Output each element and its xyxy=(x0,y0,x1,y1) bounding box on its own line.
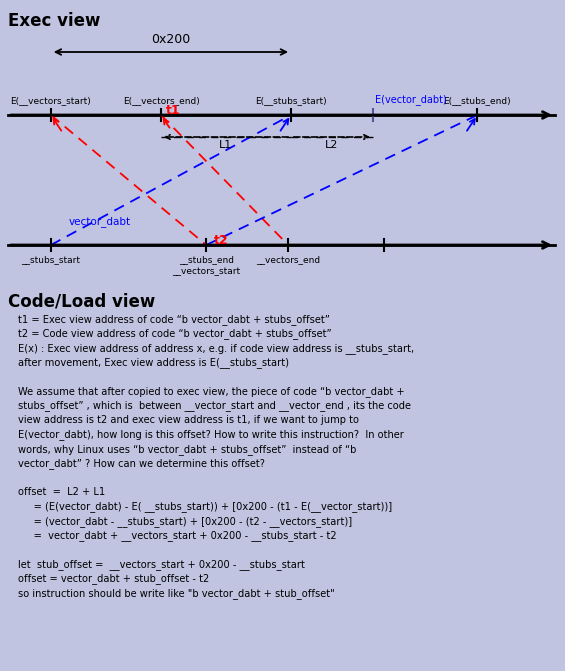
Text: t1 = Exec view address of code “b vector_dabt + stubs_offset”: t1 = Exec view address of code “b vector… xyxy=(18,314,330,325)
Text: t2 = Code view address of code “b vector_dabt + stubs_offset”: t2 = Code view address of code “b vector… xyxy=(18,328,332,340)
Text: let  stub_offset =  __vectors_start + 0x200 - __stubs_start: let stub_offset = __vectors_start + 0x20… xyxy=(18,559,305,570)
Text: L2: L2 xyxy=(325,140,338,150)
Text: 0x200: 0x200 xyxy=(151,33,190,46)
Text: so instruction should be write like "b vector_dabt + stub_offset": so instruction should be write like "b v… xyxy=(18,588,334,599)
Text: __vectors_end: __vectors_end xyxy=(256,255,320,264)
Text: __vectors_start: __vectors_start xyxy=(172,267,240,276)
Text: E(__stubs_start): E(__stubs_start) xyxy=(255,96,327,105)
Text: after movement, Exec view address is E(__stubs_start): after movement, Exec view address is E(_… xyxy=(18,357,289,368)
Text: Exec view: Exec view xyxy=(8,12,101,30)
Text: L1: L1 xyxy=(219,140,233,150)
Text: vector_dabt: vector_dabt xyxy=(69,216,131,227)
Text: vector_dabt” ? How can we determine this offset?: vector_dabt” ? How can we determine this… xyxy=(18,458,265,469)
Text: __stubs_start: __stubs_start xyxy=(21,255,80,264)
Text: E(__vectors_start): E(__vectors_start) xyxy=(11,96,91,105)
Text: stubs_offset” , which is  between __vector_start and __vector_end , its the code: stubs_offset” , which is between __vecto… xyxy=(18,401,411,411)
Text: E(__vectors_end): E(__vectors_end) xyxy=(123,96,199,105)
Text: words, why Linux uses “b vector_dabt + stubs_offset”  instead of “b: words, why Linux uses “b vector_dabt + s… xyxy=(18,444,357,454)
Text: We assume that after copied to exec view, the piece of code “b vector_dabt +: We assume that after copied to exec view… xyxy=(18,386,405,397)
Text: view address is t2 and exec view address is t1, if we want to jump to: view address is t2 and exec view address… xyxy=(18,415,359,425)
Text: E(__stubs_end): E(__stubs_end) xyxy=(444,96,511,105)
Text: E(vector_dabt), how long is this offset? How to write this instruction?  In othe: E(vector_dabt), how long is this offset?… xyxy=(18,429,404,440)
Text: E(vector_dabt): E(vector_dabt) xyxy=(375,94,447,105)
Text: E(x) : Exec view address of address x, e.g. if code view address is __stubs_star: E(x) : Exec view address of address x, e… xyxy=(18,343,414,354)
Text: __stubs_end: __stubs_end xyxy=(179,255,234,264)
Text: =  vector_dabt + __vectors_start + 0x200 - __stubs_start - t2: = vector_dabt + __vectors_start + 0x200 … xyxy=(18,530,337,541)
Text: t1: t1 xyxy=(166,104,181,117)
Text: offset = vector_dabt + stub_offset - t2: offset = vector_dabt + stub_offset - t2 xyxy=(18,573,209,584)
Text: Code/Load view: Code/Load view xyxy=(8,292,155,310)
Text: t2: t2 xyxy=(214,234,229,247)
Text: = (vector_dabt - __stubs_start) + [0x200 - (t2 - __vectors_start)]: = (vector_dabt - __stubs_start) + [0x200… xyxy=(18,515,352,527)
Text: offset  =  L2 + L1: offset = L2 + L1 xyxy=(18,486,105,497)
Text: = (E(vector_dabt) - E( __stubs_start)) + [0x200 - (t1 - E(__vector_start))]: = (E(vector_dabt) - E( __stubs_start)) +… xyxy=(18,501,392,512)
